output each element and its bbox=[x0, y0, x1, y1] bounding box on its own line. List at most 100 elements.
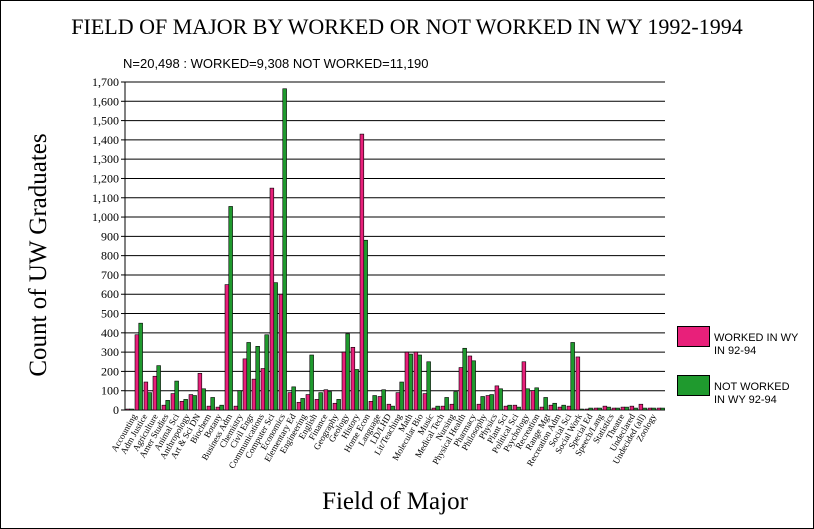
legend-worked-line1: WORKED IN WY bbox=[714, 332, 799, 344]
bar-not-worked bbox=[480, 396, 485, 411]
bar-worked bbox=[467, 355, 473, 411]
bar-worked bbox=[449, 403, 455, 411]
bar-worked bbox=[620, 406, 626, 411]
bar-not-worked bbox=[543, 397, 548, 411]
legend-label-worked: WORKED IN WY IN 92-94 bbox=[714, 332, 814, 358]
bar-worked bbox=[521, 361, 527, 411]
bar-worked bbox=[647, 407, 653, 411]
legend-not-worked-line1: NOT WORKED bbox=[714, 381, 790, 393]
bar-worked bbox=[341, 351, 347, 411]
bar-worked bbox=[548, 404, 554, 411]
bar-not-worked bbox=[462, 347, 467, 411]
bar-worked bbox=[386, 403, 392, 411]
bar-not-worked bbox=[426, 361, 431, 411]
bar-not-worked bbox=[570, 342, 575, 411]
bar-worked bbox=[593, 407, 599, 411]
bar-worked bbox=[350, 346, 356, 411]
bar-worked bbox=[197, 373, 203, 411]
bar-not-worked bbox=[642, 407, 647, 411]
y-tick-label: 400 bbox=[101, 326, 119, 340]
bar-worked bbox=[260, 368, 266, 411]
bar-worked bbox=[413, 351, 419, 411]
bar-worked bbox=[161, 404, 167, 411]
bar-worked bbox=[233, 405, 239, 411]
bar-worked bbox=[287, 392, 293, 411]
bar-not-worked bbox=[399, 381, 404, 411]
legend-worked-line2: IN 92-94 bbox=[714, 345, 757, 357]
bar-worked bbox=[224, 284, 230, 411]
bar-not-worked bbox=[381, 389, 386, 411]
legend-not-worked-line2: IN WY 92-94 bbox=[714, 394, 777, 406]
bar-not-worked bbox=[273, 282, 278, 411]
bar-not-worked bbox=[174, 380, 179, 411]
bar-worked bbox=[296, 401, 302, 411]
bar-not-worked bbox=[597, 407, 602, 411]
bar-not-worked bbox=[282, 88, 287, 411]
bar-not-worked bbox=[165, 400, 170, 411]
y-tick-label: 300 bbox=[101, 345, 119, 359]
bar-worked bbox=[494, 385, 500, 411]
bar-not-worked bbox=[255, 346, 260, 411]
bar-not-worked bbox=[534, 387, 539, 411]
bar-not-worked bbox=[579, 408, 584, 411]
y-tick-label: 1,400 bbox=[92, 133, 119, 147]
bar-worked bbox=[215, 406, 221, 411]
bar-not-worked bbox=[138, 322, 143, 411]
bar-not-worked bbox=[444, 397, 449, 411]
bar-not-worked bbox=[219, 404, 224, 411]
bar-not-worked bbox=[588, 407, 593, 411]
bar-worked bbox=[152, 375, 158, 411]
bar-worked bbox=[377, 396, 383, 411]
y-tick-label: 1,700 bbox=[92, 75, 119, 89]
bar-worked bbox=[512, 404, 518, 411]
bar-not-worked bbox=[129, 408, 134, 411]
bar-worked bbox=[422, 393, 428, 411]
chart-title: FIELD OF MAJOR BY WORKED OR NOT WORKED I… bbox=[71, 14, 743, 39]
bar-worked bbox=[530, 390, 536, 411]
y-tick-label: 1,000 bbox=[92, 210, 119, 224]
bar-not-worked bbox=[390, 405, 395, 411]
bar-worked bbox=[656, 407, 662, 411]
y-tick-label: 500 bbox=[101, 307, 119, 321]
bar-not-worked bbox=[651, 407, 656, 411]
bar-not-worked bbox=[318, 392, 323, 411]
bar-not-worked bbox=[300, 398, 305, 411]
bar-not-worked bbox=[264, 334, 269, 411]
bar-worked bbox=[170, 393, 176, 411]
bar-not-worked bbox=[615, 407, 620, 411]
bar-worked bbox=[638, 403, 644, 411]
bar-not-worked bbox=[516, 406, 521, 411]
legend-swatch-worked bbox=[677, 326, 710, 347]
bar-not-worked bbox=[552, 402, 557, 411]
bar-worked bbox=[575, 356, 581, 411]
bar-worked bbox=[188, 394, 194, 411]
bar-worked bbox=[206, 405, 212, 411]
bar-not-worked bbox=[210, 397, 215, 411]
bar-not-worked bbox=[192, 395, 197, 411]
y-tick-label: 700 bbox=[101, 268, 119, 282]
y-tick-label: 1,200 bbox=[92, 171, 119, 185]
y-tick-label: 1,100 bbox=[92, 191, 119, 205]
bar-not-worked bbox=[507, 404, 512, 411]
bar-worked bbox=[395, 392, 401, 411]
y-tick-label: 900 bbox=[101, 229, 119, 243]
bar-worked bbox=[359, 133, 365, 411]
bar-worked bbox=[305, 394, 311, 411]
bar-worked bbox=[557, 406, 563, 411]
bar-worked bbox=[458, 367, 464, 411]
bar-worked bbox=[242, 358, 248, 411]
y-tick-label: 1,300 bbox=[92, 152, 119, 166]
y-tick-label: 1,500 bbox=[92, 114, 119, 128]
bar-worked bbox=[323, 389, 329, 411]
bar-worked bbox=[503, 405, 509, 411]
legend-label-not-worked: NOT WORKED IN WY 92-94 bbox=[714, 381, 814, 407]
bar-worked bbox=[332, 402, 338, 411]
bar-worked bbox=[404, 351, 410, 411]
bar-worked bbox=[125, 408, 131, 411]
bar-worked bbox=[584, 408, 590, 411]
bar-not-worked bbox=[453, 391, 458, 411]
bar-worked bbox=[539, 406, 545, 411]
bar-worked bbox=[566, 405, 572, 411]
